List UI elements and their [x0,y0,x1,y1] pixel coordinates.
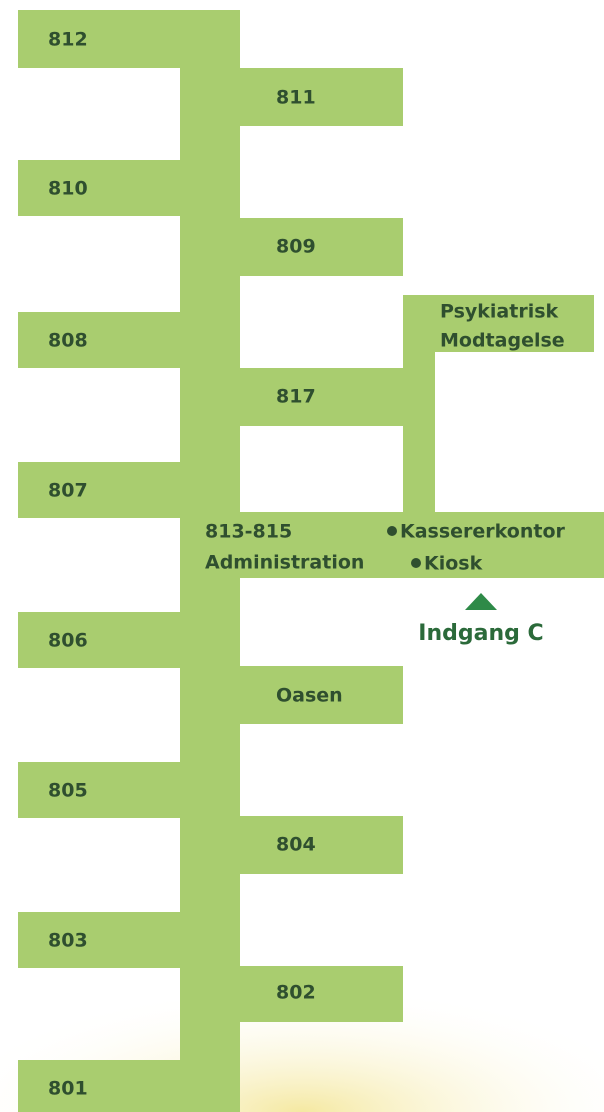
room-label: 807 [48,480,88,502]
room-label: 802 [276,982,316,1004]
room-label: 806 [48,630,88,652]
room-label: 810 [48,178,88,200]
room-label: 804 [276,834,316,856]
room-label: 813-815 [205,521,292,543]
room-label: 809 [276,236,316,258]
room-label: 808 [48,330,88,352]
point-label: Kassererkontor [400,521,566,543]
room-label: Oasen [276,685,343,707]
floor-map: 812 810 808 807 806 805 803 801 811 809 … [0,0,604,1112]
point-label: Kiosk [424,553,483,575]
room-label: 811 [276,87,316,109]
room-label: 803 [48,930,88,952]
page: {"rooms": {"left": ["812", "810", "808",… [0,0,604,1112]
point-dot [411,558,421,568]
room-label: Administration [205,552,364,574]
room-label: 812 [48,29,88,51]
entrance-arrow [465,593,497,610]
room-label: 801 [48,1078,88,1100]
room-label: Psykiatrisk [440,301,559,323]
room-label: 805 [48,780,88,802]
point-dot [387,526,397,536]
room-label: 817 [276,386,316,408]
entrance-label: Indgang C [418,621,543,646]
room-label: Modtagelse [440,330,565,352]
